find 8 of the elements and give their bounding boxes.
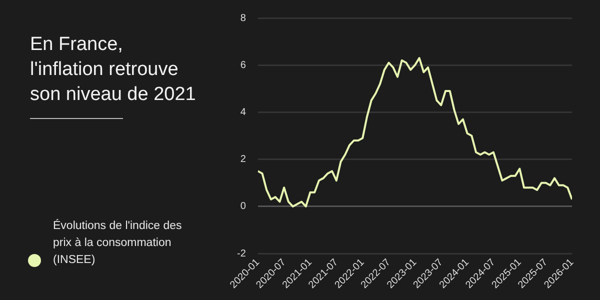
y-tick-label: 4 — [240, 106, 246, 118]
y-tick-label: 8 — [240, 12, 246, 24]
y-tick-label: 0 — [240, 201, 246, 212]
text: En France, l'inflation retrouve son niveau de 2021 — [30, 33, 197, 107]
y-tick-label: -2 — [236, 248, 246, 260]
y-tick-label: 6 — [240, 60, 246, 71]
y-tick-label: 2 — [240, 154, 246, 166]
text: Évolutions de l'indice des prix à la consommation (INSEE) — [53, 218, 183, 268]
